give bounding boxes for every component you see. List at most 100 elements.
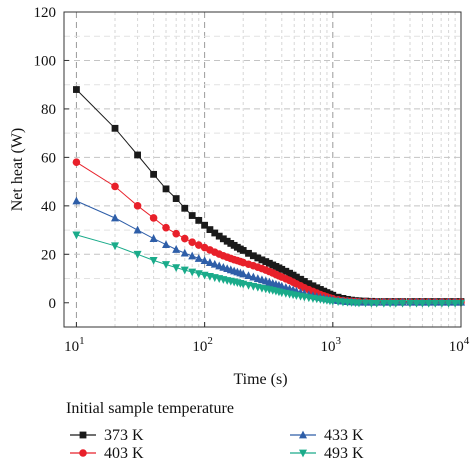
data-point xyxy=(328,297,337,306)
data-point xyxy=(278,265,286,273)
data-point xyxy=(309,282,317,290)
data-point xyxy=(367,299,376,308)
x-axis-label: Time (s) xyxy=(233,371,287,388)
data-point xyxy=(239,269,248,278)
legend-marker xyxy=(79,431,87,439)
data-point xyxy=(282,267,290,275)
x-tick-label: 103 xyxy=(321,335,342,355)
legend-label: 403 K xyxy=(104,445,144,462)
data-point xyxy=(451,299,460,308)
data-point xyxy=(379,299,388,308)
data-point xyxy=(162,223,170,232)
data-point xyxy=(219,235,227,243)
tick-layer: 0 20 40 60 80 100 120 101 102 103 104 xyxy=(34,5,470,355)
data-point xyxy=(162,240,171,249)
legend-marker xyxy=(299,449,307,458)
data-point xyxy=(194,270,203,279)
data-point xyxy=(134,151,141,159)
data-point xyxy=(249,252,257,260)
legend-item: 433 K xyxy=(290,427,364,444)
data-point xyxy=(194,254,203,262)
data-point xyxy=(194,241,203,249)
data-point xyxy=(258,256,266,264)
data-point xyxy=(211,229,219,237)
y-tick-label: 100 xyxy=(34,53,57,69)
data-point xyxy=(386,299,395,308)
data-point xyxy=(249,272,258,281)
data-point xyxy=(372,299,381,308)
legend-item: 403 K xyxy=(70,445,144,462)
x-tick-label: 104 xyxy=(449,335,470,355)
legend-label: 493 K xyxy=(324,445,364,462)
data-point xyxy=(297,275,304,283)
data-point xyxy=(239,247,247,254)
data-point xyxy=(200,256,209,265)
data-point xyxy=(162,185,170,193)
data-point xyxy=(286,269,293,277)
y-tick-label: 40 xyxy=(41,199,56,215)
x-tick-label: 101 xyxy=(64,335,85,355)
legend-title: Initial sample temperature xyxy=(66,400,234,417)
data-point xyxy=(391,299,400,308)
data-point xyxy=(149,234,158,242)
data-point xyxy=(133,250,142,259)
data-point xyxy=(305,280,313,288)
data-point xyxy=(180,248,189,257)
y-tick-label: 120 xyxy=(34,5,57,21)
data-point xyxy=(215,232,223,240)
data-point xyxy=(111,242,120,251)
data-point xyxy=(172,264,181,273)
data-point xyxy=(431,299,440,308)
data-point xyxy=(72,158,81,167)
data-point xyxy=(244,271,253,280)
data-point xyxy=(180,266,189,275)
y-tick-label: 60 xyxy=(41,150,56,166)
data-point xyxy=(293,273,300,281)
data-point xyxy=(149,256,158,265)
data-point xyxy=(205,258,214,266)
data-point xyxy=(188,251,197,260)
y-axis-label: Net heat (W) xyxy=(9,128,26,212)
data-point xyxy=(150,170,158,178)
data-point xyxy=(73,86,80,93)
data-point xyxy=(418,299,427,308)
data-point xyxy=(210,259,219,268)
series-layer xyxy=(72,86,465,308)
data-point xyxy=(405,299,414,308)
data-point xyxy=(444,299,453,308)
data-point xyxy=(181,204,189,212)
data-point xyxy=(180,234,189,243)
legend-marker xyxy=(299,430,307,439)
x-tick-label: 102 xyxy=(192,335,213,355)
data-point xyxy=(111,213,120,222)
data-point xyxy=(262,258,270,265)
data-point xyxy=(201,221,209,229)
data-point xyxy=(72,231,81,240)
y-tick-label: 80 xyxy=(41,102,56,118)
data-point xyxy=(172,245,181,253)
data-point xyxy=(300,278,308,285)
data-point xyxy=(361,299,370,308)
data-point xyxy=(354,299,363,308)
data-point xyxy=(313,284,321,292)
data-point xyxy=(72,196,81,205)
data-point xyxy=(195,216,203,224)
data-point xyxy=(172,195,180,202)
data-point xyxy=(111,182,119,191)
data-point xyxy=(412,299,421,308)
legend-marker xyxy=(79,449,87,457)
data-point xyxy=(206,226,214,233)
data-point xyxy=(424,299,433,308)
y-tick-label: 20 xyxy=(41,247,56,263)
data-point xyxy=(245,249,252,257)
legend-label: 433 K xyxy=(324,427,364,444)
data-point xyxy=(149,214,158,222)
series-493-k xyxy=(72,231,465,308)
data-point xyxy=(188,212,196,219)
legend-item: 493 K xyxy=(290,445,364,462)
data-point xyxy=(162,261,171,269)
data-point xyxy=(223,237,231,245)
legend-label: 373 K xyxy=(104,427,144,444)
